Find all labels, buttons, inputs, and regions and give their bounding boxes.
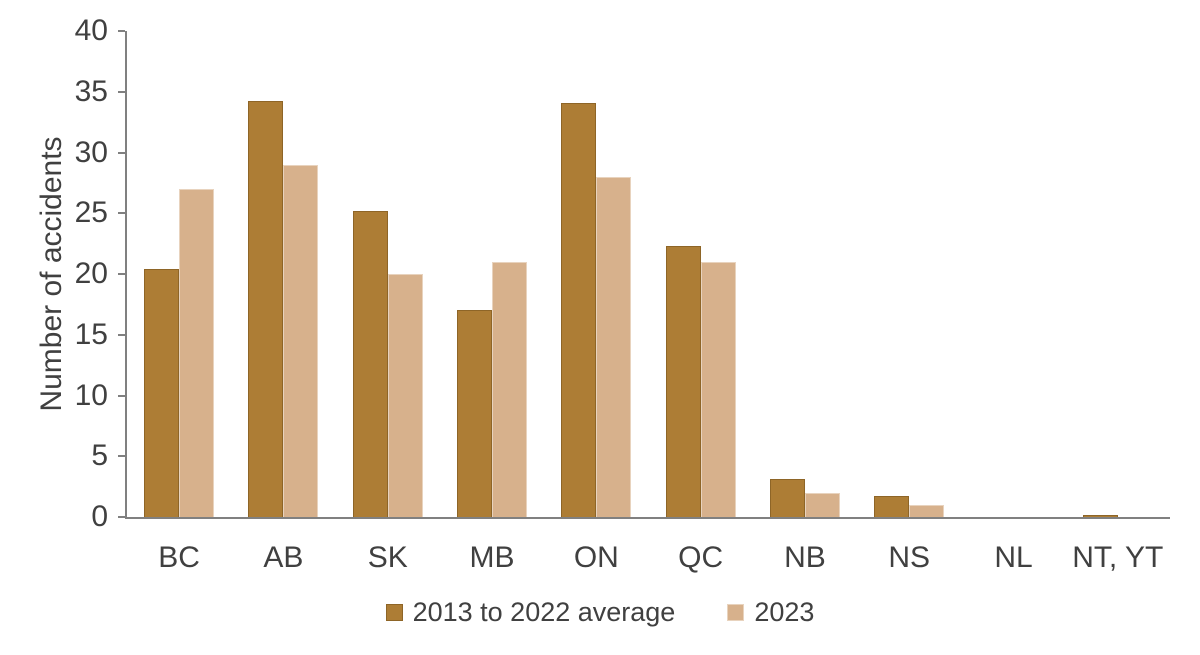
x-category-label: NS (888, 541, 931, 574)
bar-pair (457, 261, 528, 517)
x-category-label: MB (469, 541, 515, 574)
bar (665, 246, 701, 517)
bar-pair (248, 101, 319, 517)
y-tick-mark (118, 273, 125, 275)
bar (769, 479, 805, 517)
y-tick-mark (118, 90, 125, 93)
y-tick-mark (118, 30, 125, 32)
y-tick-mark (118, 212, 125, 215)
x-category-label: AB (263, 541, 304, 574)
plot-area (118, 30, 1170, 519)
y-tick-label: 30 (74, 135, 108, 169)
legend: 2013 to 2022 average 2023 (0, 597, 1200, 628)
x-category-label: NB (784, 541, 826, 574)
bar-pair (665, 246, 736, 517)
y-tick-label: 40 (74, 14, 108, 47)
bar (596, 176, 632, 517)
y-axis: 0 5 10 15 20 25 30 35 40 (0, 14, 108, 533)
y-tick-label: 25 (74, 196, 108, 230)
y-tick-mark (118, 333, 125, 336)
y-tick-mark (118, 516, 125, 518)
legend-swatch (385, 604, 403, 621)
bar-pair (769, 479, 840, 517)
category-slot (440, 31, 544, 517)
category-slot (127, 31, 231, 517)
bar (352, 210, 388, 517)
bar (909, 504, 945, 517)
y-tick-label: 20 (74, 257, 108, 290)
category-slot (544, 31, 648, 517)
bar (561, 102, 597, 517)
bar (179, 188, 215, 517)
legend-swatch (727, 604, 745, 621)
y-tick-mark (118, 394, 125, 397)
bar (700, 261, 736, 517)
category-slot (857, 31, 961, 517)
x-axis-labels: BC AB SK MB ON QC NB NS NL NT, YT (127, 541, 1170, 575)
y-tick-label: 35 (74, 74, 108, 108)
bar-pair (874, 496, 945, 517)
x-category-label: SK (367, 541, 408, 574)
y-tick-mark (118, 455, 125, 458)
category-slot (753, 31, 857, 517)
category-slot (336, 31, 440, 517)
y-tick-label: 15 (74, 317, 108, 351)
bar (457, 310, 493, 517)
y-tick-label: 5 (91, 439, 108, 473)
y-tick-label: 0 (91, 500, 108, 533)
bar (283, 164, 319, 517)
bar (492, 261, 528, 517)
bar (387, 274, 423, 517)
legend-item-average: 2013 to 2022 average (385, 597, 676, 628)
bar-pair (561, 102, 632, 517)
y-tick-label: 10 (74, 378, 108, 412)
x-category-label: QC (678, 541, 724, 574)
x-category-label: NT, YT (1072, 541, 1164, 574)
x-category-label: ON (573, 541, 619, 574)
x-category-label: NL (994, 541, 1033, 574)
bar-pair (352, 210, 423, 517)
bar-pair (1082, 514, 1153, 517)
category-slot (231, 31, 335, 517)
category-slot (648, 31, 752, 517)
bar (874, 496, 910, 517)
legend-item-2023: 2023 (727, 597, 814, 628)
bar (248, 101, 284, 517)
legend-label: 2023 (754, 597, 815, 627)
x-category-label: BC (158, 541, 200, 574)
bars-row (127, 31, 1170, 517)
bar (1082, 514, 1118, 517)
bar (804, 492, 840, 517)
bar (144, 269, 180, 517)
category-slot (961, 31, 1065, 517)
bar-pair (144, 188, 215, 517)
legend-label: 2013 to 2022 average (412, 597, 676, 627)
category-slot (1066, 31, 1170, 517)
y-tick-mark (118, 151, 125, 154)
